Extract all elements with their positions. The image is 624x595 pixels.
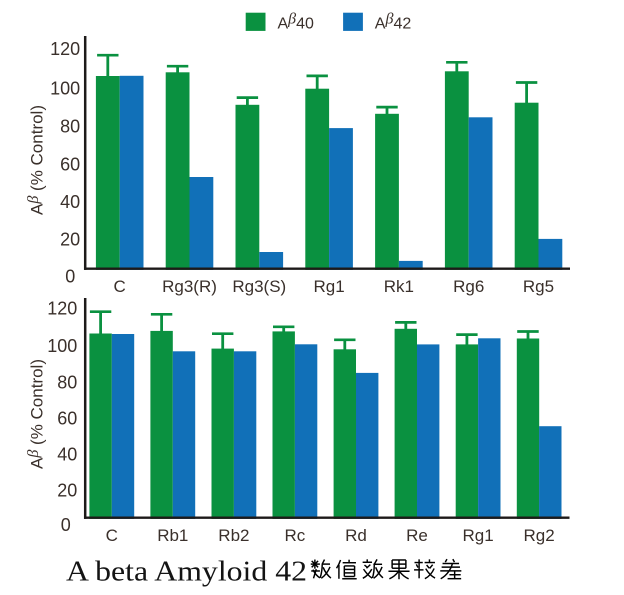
svg-text:40: 40 [57,445,77,465]
svg-text:20: 20 [57,480,77,500]
svg-text:100: 100 [50,78,80,98]
svg-text:Rb2: Rb2 [218,526,249,545]
svg-text:C: C [114,277,126,296]
svg-text:Aβ (% Control): Aβ (% Control) [25,105,47,215]
svg-text:Aβ40: Aβ40 [278,11,315,33]
svg-text:40: 40 [60,192,80,212]
svg-text:120: 120 [50,39,80,59]
svg-text:60: 60 [60,155,80,175]
svg-text:C: C [106,526,118,545]
svg-text:Rb1: Rb1 [157,526,188,545]
svg-text:0: 0 [61,515,71,535]
svg-text:Rd: Rd [345,526,367,545]
svg-text:Rg3(R): Rg3(R) [162,277,217,296]
svg-text:0: 0 [65,267,75,287]
svg-text:80: 80 [60,116,80,136]
svg-text:Rg1: Rg1 [463,526,494,545]
svg-text:Rg2: Rg2 [524,526,555,545]
svg-text:Rg5: Rg5 [523,277,554,296]
svg-text:60: 60 [57,408,77,428]
svg-text:Rg6: Rg6 [453,277,484,296]
svg-text:Aβ (% Control): Aβ (% Control) [25,359,47,469]
svg-text:Rg3(S): Rg3(S) [232,277,286,296]
svg-text:Rg1: Rg1 [314,277,345,296]
svg-text:Aβ42: Aβ42 [375,11,412,33]
svg-text:100: 100 [47,336,77,356]
svg-text:20: 20 [60,229,80,249]
svg-text:Re: Re [406,526,428,545]
svg-text:120: 120 [47,299,77,319]
svg-text:Rc: Rc [285,526,306,545]
svg-text:Rk1: Rk1 [384,277,414,296]
svg-text:80: 80 [57,372,77,392]
svg-text:A beta Amyloid 42: A beta Amyloid 42 [66,555,307,587]
